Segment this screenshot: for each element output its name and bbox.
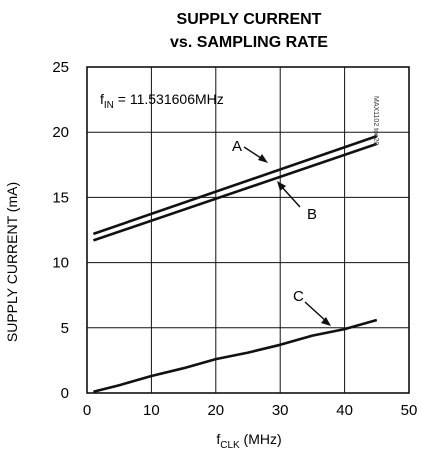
y-tick-label: 25 (52, 59, 69, 76)
grid (87, 67, 409, 393)
x-tick-label: 40 (336, 402, 353, 419)
x-axis-label: fCLK (MHz) (216, 431, 281, 451)
chart-title-line1: SUPPLY CURRENT (177, 11, 322, 28)
x-tick-label: 50 (401, 402, 418, 419)
ticks: 0 10 20 30 40 50 0 5 10 15 20 25 (52, 59, 417, 419)
y-tick-label: 20 (52, 124, 69, 141)
condition-label: fIN = 11.531606MHz (100, 91, 224, 111)
x-tick-label: 30 (272, 402, 289, 419)
chart-title-line2: vs. SAMPLING RATE (170, 34, 328, 51)
x-tick-label: 20 (207, 402, 224, 419)
y-tick-label: 15 (52, 189, 69, 206)
annotation-b-label: B (307, 206, 317, 223)
annotation-c: C (293, 288, 331, 326)
series-line-a (92, 134, 378, 236)
x-tick-label: 0 (83, 402, 91, 419)
annotation-a-label: A (232, 138, 242, 155)
annotation-b: B (277, 181, 317, 223)
annotation-a: A (232, 138, 268, 163)
y-axis-label: SUPPLY CURRENT (mA) (4, 182, 20, 342)
series-layer (92, 134, 378, 393)
y-tick-label: 5 (61, 320, 69, 337)
series-line-b (92, 142, 378, 242)
plot-frame (86, 66, 410, 394)
y-tick-label: 0 (61, 385, 69, 402)
series-line-c (93, 318, 378, 393)
x-tick-label: 10 (143, 402, 160, 419)
annotation-c-label: C (293, 288, 304, 305)
y-tick-label: 10 (52, 255, 69, 272)
figure-watermark: MAX1102 toc20 (372, 96, 379, 145)
